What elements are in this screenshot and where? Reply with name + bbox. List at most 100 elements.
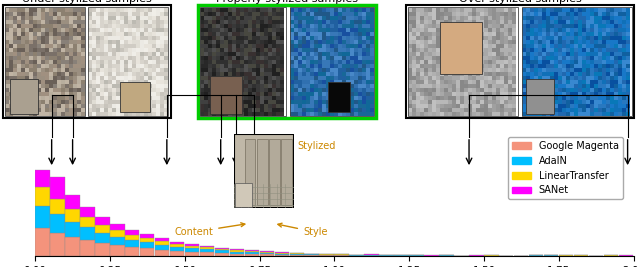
Bar <box>92 112 96 116</box>
Bar <box>534 32 538 36</box>
Bar <box>92 108 96 112</box>
Bar <box>5 16 9 20</box>
Bar <box>338 52 342 56</box>
Bar <box>416 20 420 24</box>
Bar <box>61 16 65 20</box>
Bar <box>65 68 69 72</box>
Bar <box>606 104 610 108</box>
Bar <box>25 40 29 44</box>
Bar <box>9 48 13 52</box>
Bar <box>298 24 302 28</box>
Bar <box>464 8 468 12</box>
Bar <box>156 68 160 72</box>
Bar <box>318 88 322 92</box>
Bar <box>108 100 112 104</box>
Bar <box>610 12 614 16</box>
Bar <box>574 24 578 28</box>
Bar <box>41 104 45 108</box>
Bar <box>590 52 594 56</box>
Bar <box>204 40 208 44</box>
Bar <box>256 72 260 76</box>
Bar <box>310 80 314 84</box>
Bar <box>342 32 346 36</box>
Bar <box>272 12 276 16</box>
Bar <box>416 8 420 12</box>
Bar <box>53 64 57 68</box>
Bar <box>578 80 582 84</box>
Bar <box>268 44 272 48</box>
Bar <box>108 56 112 60</box>
Bar <box>260 252 274 253</box>
Bar <box>436 92 440 96</box>
Bar <box>268 108 272 112</box>
Bar <box>264 88 268 92</box>
Bar <box>606 32 610 36</box>
Bar <box>522 76 526 80</box>
Bar <box>77 64 81 68</box>
Bar <box>428 112 432 116</box>
Bar <box>152 76 156 80</box>
Bar <box>104 20 108 24</box>
Bar <box>252 68 256 72</box>
Bar <box>29 112 33 116</box>
Bar <box>92 8 96 12</box>
Bar <box>522 8 526 12</box>
Bar <box>290 100 294 104</box>
Bar <box>69 16 73 20</box>
Bar <box>268 56 272 60</box>
Bar <box>558 72 562 76</box>
Bar <box>440 88 444 92</box>
Bar <box>204 32 208 36</box>
Bar <box>289 255 304 256</box>
Bar <box>81 68 84 72</box>
Bar <box>210 76 242 113</box>
Bar <box>61 56 65 60</box>
Bar <box>294 68 298 72</box>
Bar <box>578 76 582 80</box>
Bar <box>362 108 366 112</box>
Bar <box>236 48 240 52</box>
Bar <box>424 255 438 256</box>
Bar <box>228 52 232 56</box>
Bar <box>598 36 602 40</box>
Bar <box>554 72 558 76</box>
Bar <box>9 60 13 64</box>
Bar <box>452 96 456 100</box>
Bar <box>558 96 562 100</box>
Bar <box>45 16 49 20</box>
Bar <box>17 108 20 112</box>
Bar <box>96 20 100 24</box>
Bar <box>252 20 256 24</box>
Bar <box>354 52 358 56</box>
Bar <box>508 40 512 44</box>
Bar <box>92 64 96 68</box>
Bar <box>468 8 472 12</box>
Bar <box>578 56 582 60</box>
Bar <box>538 112 542 116</box>
Bar <box>362 12 366 16</box>
Bar <box>456 28 460 32</box>
Bar <box>626 64 630 68</box>
Bar <box>594 72 598 76</box>
Bar <box>128 56 132 60</box>
Bar <box>578 36 582 40</box>
Bar <box>330 32 334 36</box>
Bar <box>160 64 164 68</box>
Bar <box>310 16 314 20</box>
Bar <box>558 40 562 44</box>
Bar <box>468 32 472 36</box>
Bar <box>61 40 65 44</box>
Bar <box>33 76 36 80</box>
Bar <box>256 40 260 44</box>
Bar <box>200 32 204 36</box>
Bar <box>562 112 566 116</box>
Bar <box>104 52 108 56</box>
Bar <box>342 20 346 24</box>
Bar <box>610 8 614 12</box>
Bar <box>240 8 244 12</box>
Bar <box>220 56 224 60</box>
Bar <box>21 36 25 40</box>
Bar <box>586 60 590 64</box>
Bar <box>472 64 476 68</box>
Bar <box>448 8 452 12</box>
